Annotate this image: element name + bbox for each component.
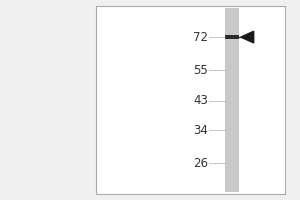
Text: 72: 72 xyxy=(193,31,208,44)
Text: 43: 43 xyxy=(193,94,208,107)
Bar xyxy=(96,6,285,194)
Text: 34: 34 xyxy=(193,124,208,137)
Text: 55: 55 xyxy=(193,64,208,77)
Bar xyxy=(226,8,239,192)
Bar xyxy=(226,35,239,39)
Text: 26: 26 xyxy=(193,157,208,170)
Polygon shape xyxy=(241,31,254,43)
